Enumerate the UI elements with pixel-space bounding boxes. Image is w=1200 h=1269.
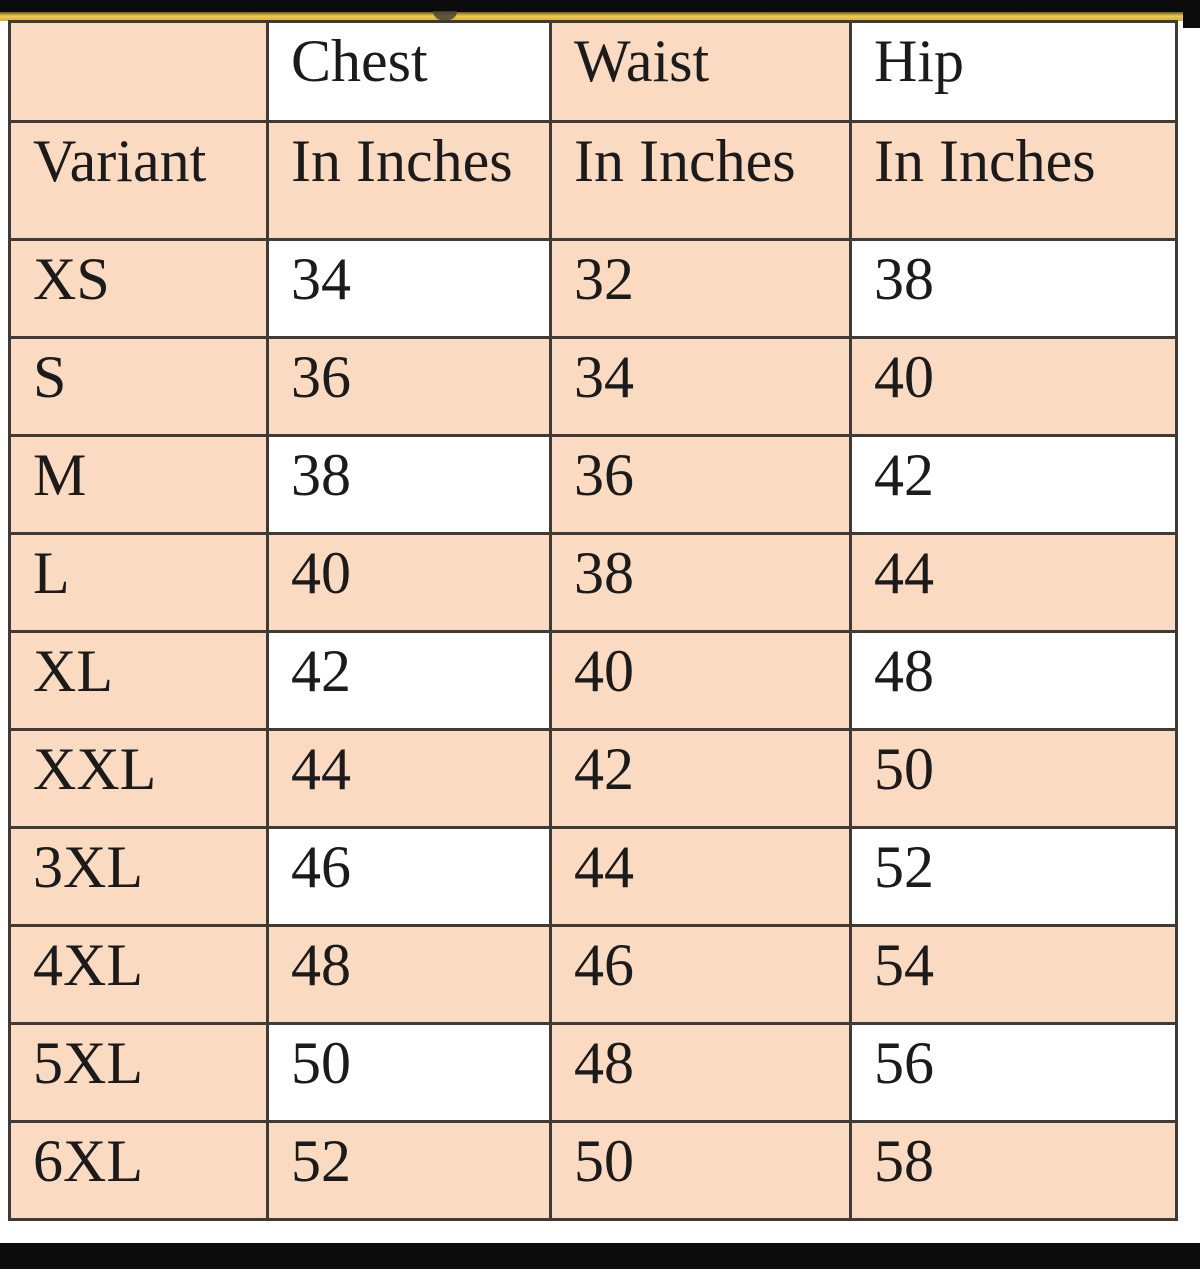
waist-cell: 36 xyxy=(549,434,852,535)
hip-cell: 58 xyxy=(849,1120,1178,1221)
header-row-units: Variant In Inches In Inches In Inches xyxy=(8,120,1178,241)
hip-cell: 48 xyxy=(849,630,1178,731)
header-chest-cell: Chest xyxy=(266,20,552,123)
table-row-5xl: 5XL 50 48 56 xyxy=(8,1022,1178,1123)
table-row-m: M 38 36 42 xyxy=(8,434,1178,535)
table-row-4xl: 4XL 48 46 54 xyxy=(8,924,1178,1025)
waist-cell: 40 xyxy=(549,630,852,731)
waist-cell: 44 xyxy=(549,826,852,927)
hip-cell: 50 xyxy=(849,728,1178,829)
top-letterbox-bar xyxy=(0,0,1200,12)
chest-cell: 46 xyxy=(266,826,552,927)
table-row-xl: XL 42 40 48 xyxy=(8,630,1178,731)
hip-cell: 38 xyxy=(849,238,1178,339)
header-waist-units-cell: In Inches xyxy=(549,120,852,241)
cropped-text-artifact xyxy=(433,11,457,20)
hip-cell: 52 xyxy=(849,826,1178,927)
hip-cell: 44 xyxy=(849,532,1178,633)
header-waist-cell: Waist xyxy=(549,20,852,123)
header-chest-units-cell: In Inches xyxy=(266,120,552,241)
header-row-measures: Chest Waist Hip xyxy=(8,20,1178,123)
chest-cell: 42 xyxy=(266,630,552,731)
variant-cell: 5XL xyxy=(8,1022,269,1123)
variant-cell: XS xyxy=(8,238,269,339)
chest-cell: 52 xyxy=(266,1120,552,1221)
variant-cell: 6XL xyxy=(8,1120,269,1221)
waist-cell: 34 xyxy=(549,336,852,437)
hip-cell: 40 xyxy=(849,336,1178,437)
table-row-xxl: XXL 44 42 50 xyxy=(8,728,1178,829)
variant-cell: XXL xyxy=(8,728,269,829)
table-row-s: S 36 34 40 xyxy=(8,336,1178,437)
waist-cell: 46 xyxy=(549,924,852,1025)
table-row-6xl: 6XL 52 50 58 xyxy=(8,1120,1178,1221)
chest-cell: 50 xyxy=(266,1022,552,1123)
header-hip-units-cell: In Inches xyxy=(849,120,1178,241)
bottom-letterbox-bar xyxy=(0,1243,1200,1269)
chest-cell: 34 xyxy=(266,238,552,339)
header-variant-cell: Variant xyxy=(8,120,269,241)
variant-cell: M xyxy=(8,434,269,535)
gold-accent-line xyxy=(0,12,1186,21)
variant-cell: 3XL xyxy=(8,826,269,927)
table-row-xs: XS 34 32 38 xyxy=(8,238,1178,339)
chest-cell: 44 xyxy=(266,728,552,829)
chest-cell: 38 xyxy=(266,434,552,535)
chest-cell: 36 xyxy=(266,336,552,437)
variant-cell: L xyxy=(8,532,269,633)
table-row-l: L 40 38 44 xyxy=(8,532,1178,633)
hip-cell: 42 xyxy=(849,434,1178,535)
size-chart-table: Chest Waist Hip Variant In Inches In Inc… xyxy=(8,20,1178,1221)
waist-cell: 32 xyxy=(549,238,852,339)
table-row-3xl: 3XL 46 44 52 xyxy=(8,826,1178,927)
chest-cell: 40 xyxy=(266,532,552,633)
waist-cell: 50 xyxy=(549,1120,852,1221)
hip-cell: 54 xyxy=(849,924,1178,1025)
top-right-corner-bar xyxy=(1183,0,1200,28)
variant-cell: XL xyxy=(8,630,269,731)
waist-cell: 48 xyxy=(549,1022,852,1123)
waist-cell: 42 xyxy=(549,728,852,829)
variant-cell: S xyxy=(8,336,269,437)
header-blank-cell xyxy=(8,20,269,123)
variant-cell: 4XL xyxy=(8,924,269,1025)
chest-cell: 48 xyxy=(266,924,552,1025)
waist-cell: 38 xyxy=(549,532,852,633)
hip-cell: 56 xyxy=(849,1022,1178,1123)
header-hip-cell: Hip xyxy=(849,20,1178,123)
